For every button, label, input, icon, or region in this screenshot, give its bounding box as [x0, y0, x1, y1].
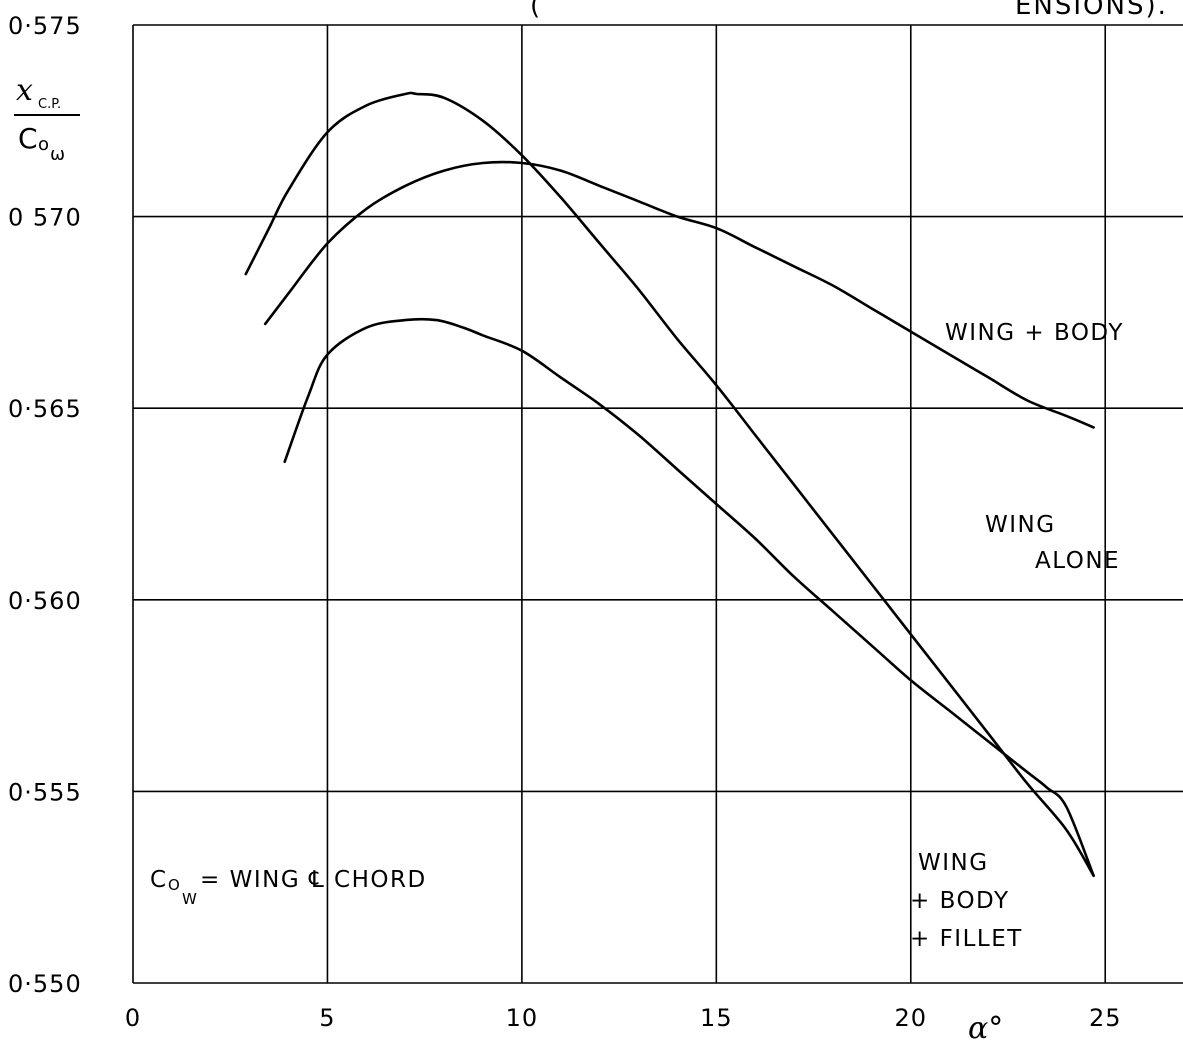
chart-grid — [132, 24, 1183, 984]
label-wing-body: WING + BODY — [945, 320, 1124, 346]
y-tick-label: 0 570 — [8, 204, 82, 232]
series-wing-body — [263, 160, 1095, 429]
chord-note-text: = WING ℄ CHORD — [200, 867, 427, 893]
series-wing-body-fillet — [283, 317, 1095, 877]
x-tick-label: 10 — [506, 1004, 539, 1032]
y-label-denominator-sub2: ω — [50, 144, 65, 165]
chart-curves — [244, 91, 1095, 877]
label-wing-alone-line1: WING — [985, 512, 1056, 538]
label-wing-alone-line2: ALONE — [1035, 548, 1120, 574]
y-tick-label: 0·560 — [8, 587, 82, 615]
y-tick-label: 0·550 — [8, 970, 82, 998]
chord-note-sub1: O — [168, 876, 180, 894]
x-tick-label: 25 — [1089, 1004, 1122, 1032]
label-fillet-line3: + FILLET — [910, 926, 1023, 952]
chord-note-c: C — [150, 867, 168, 893]
y-tick-label: 0·565 — [8, 395, 82, 423]
y-tick-label: 0·555 — [8, 778, 82, 806]
x-tick-label: 0 — [125, 1004, 141, 1032]
x-axis-label: α° — [968, 1011, 1003, 1043]
chord-note-sub2: W — [182, 890, 197, 908]
y-label-denominator-sub1: o — [38, 134, 49, 155]
chart-title-fragment-left: ( — [530, 0, 542, 21]
label-fillet-line2: + BODY — [910, 888, 1010, 914]
y-label-denominator: C — [18, 122, 39, 155]
x-tick-labels: 0 5 10 15 20 25 — [125, 1004, 1122, 1032]
x-tick-label: 15 — [700, 1004, 733, 1032]
y-axis-label: x C.P. C o ω — [14, 73, 80, 165]
y-label-numerator-sub: C.P. — [38, 97, 61, 112]
series-wing-alone — [244, 91, 1095, 877]
y-label-numerator: x — [16, 73, 33, 108]
y-tick-labels: 0·550 0·555 0·560 0·565 0 570 0·575 — [8, 12, 82, 998]
x-tick-label: 20 — [895, 1004, 928, 1032]
chart-title-fragment-right: ENSIONS). — [1015, 0, 1168, 21]
chord-note: C O W = WING ℄ CHORD — [150, 867, 427, 908]
x-tick-label: 5 — [319, 1004, 335, 1032]
y-tick-label: 0·575 — [8, 12, 82, 40]
label-fillet-line1: WING — [918, 850, 989, 876]
